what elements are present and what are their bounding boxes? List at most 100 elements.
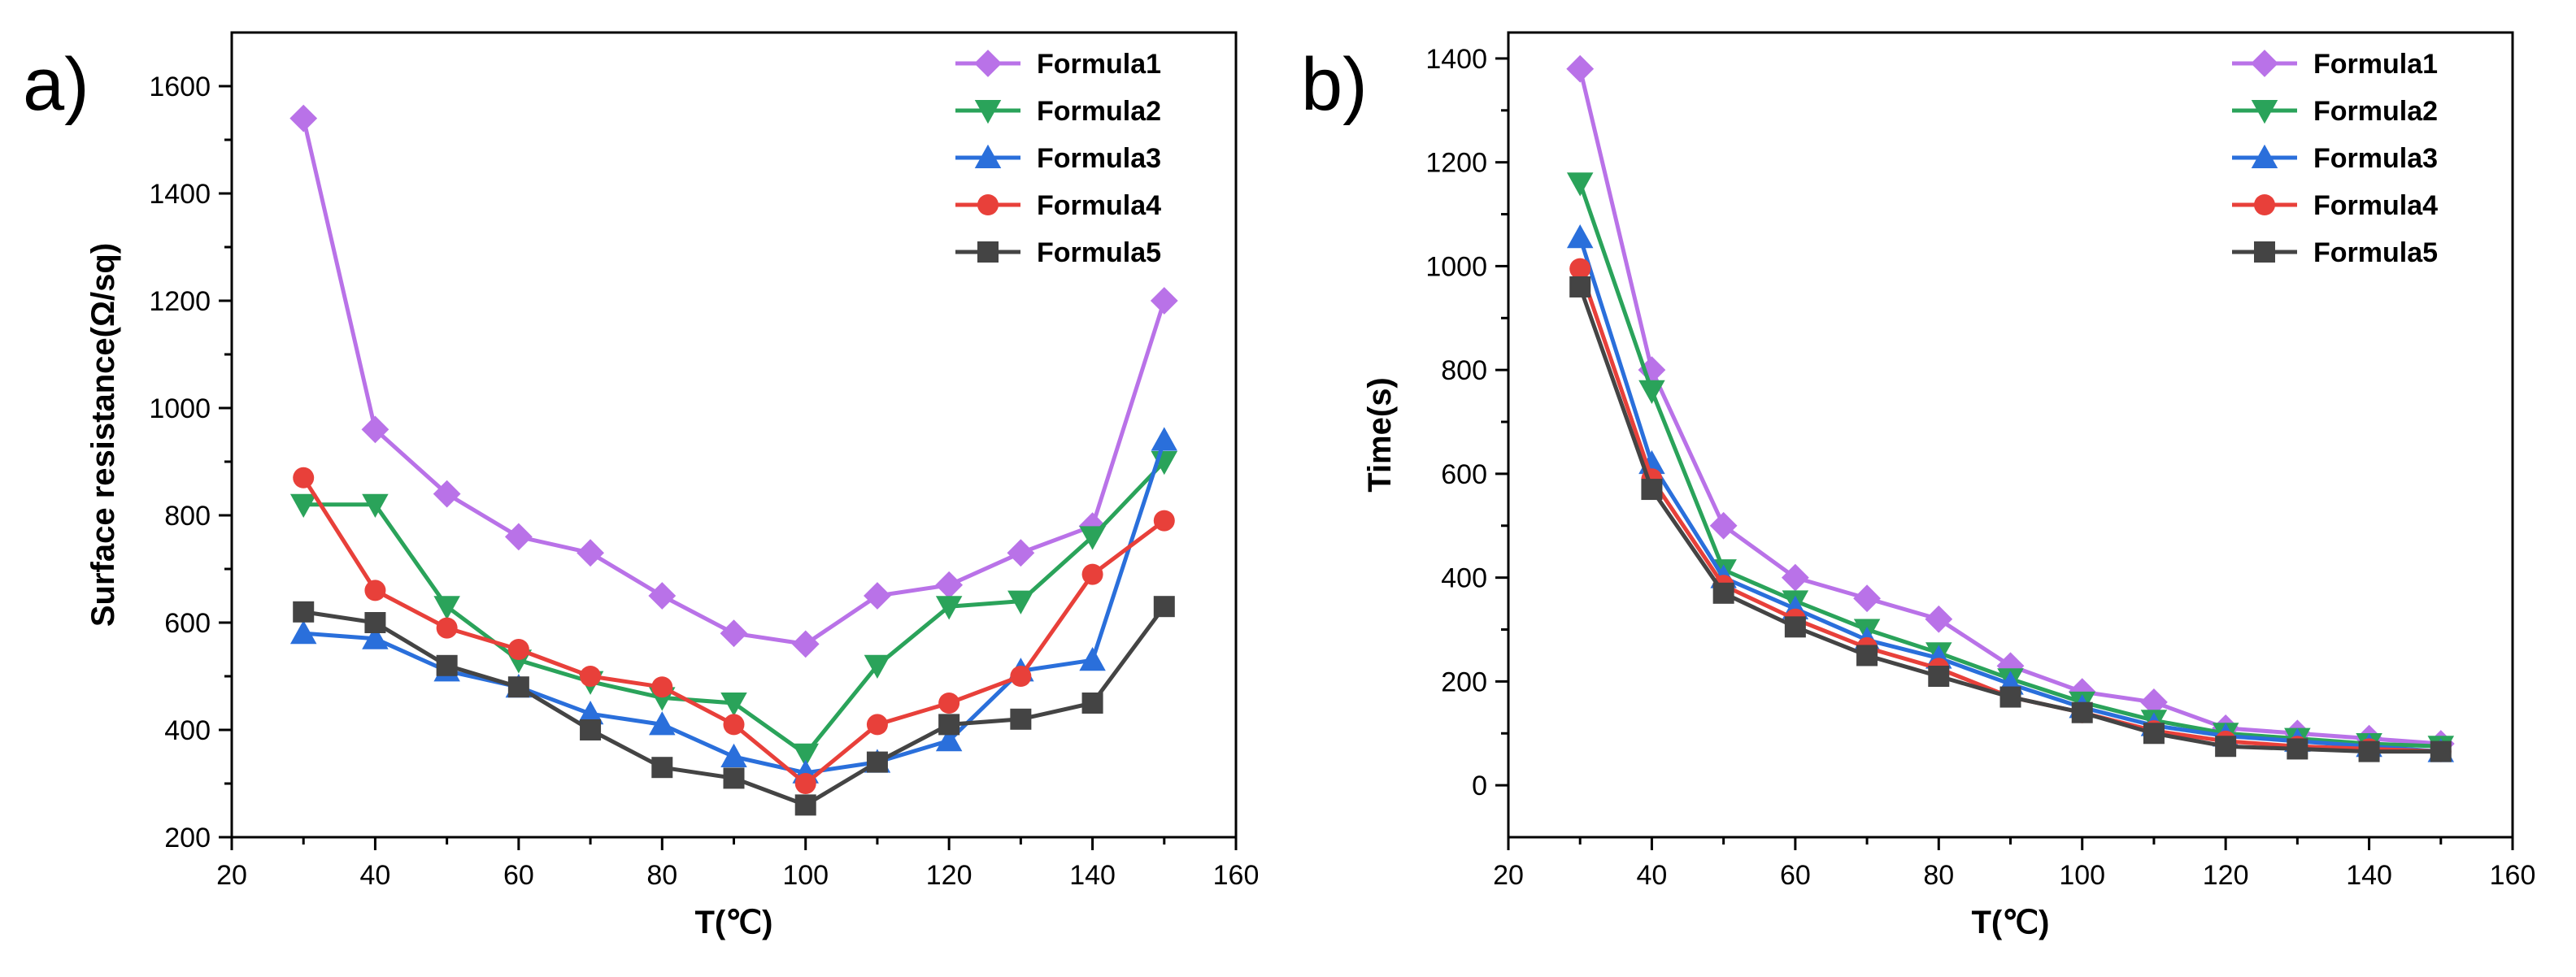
data-point [720, 693, 747, 717]
x-tick-label: 160 [2490, 860, 2536, 891]
data-point [293, 467, 315, 489]
data-point [648, 582, 677, 610]
data-point [1928, 666, 1950, 687]
y-tick-label: 1000 [149, 393, 211, 424]
legend-marker [977, 241, 999, 263]
data-point [1153, 596, 1175, 618]
data-point [794, 794, 816, 816]
data-point [720, 743, 747, 767]
data-point [1007, 539, 1035, 567]
x-tick-label: 40 [360, 860, 391, 891]
data-point [1781, 563, 1809, 592]
data-point [651, 676, 673, 698]
data-point [580, 719, 602, 740]
x-axis-title: T(℃) [1972, 905, 2050, 940]
data-point [792, 743, 819, 767]
panel-b: b) 20 40 60 80 100 120 140 160 0 200 400 600 800 1000 1… [1301, 31, 2536, 940]
data-point [1999, 686, 2021, 708]
data-point [1925, 605, 1953, 633]
series-formula4 [293, 467, 1175, 794]
data-point [1079, 646, 1106, 671]
data-point [504, 523, 533, 551]
data-point [649, 711, 676, 736]
data-point [2287, 738, 2308, 760]
data-point [293, 601, 315, 623]
data-point [864, 654, 891, 680]
data-point [1010, 666, 1032, 687]
x-tick-label: 120 [2203, 860, 2249, 891]
y-tick-label: 1200 [149, 286, 211, 317]
series-line [301, 118, 1167, 646]
y-tick-label: 800 [164, 501, 211, 532]
legend-marker [2254, 194, 2275, 215]
series-line [1577, 68, 2441, 746]
series-formula3 [1566, 224, 2455, 762]
data-point [289, 104, 318, 132]
y-tick-label: 600 [1441, 459, 1487, 490]
x-tick-label: 80 [1923, 860, 1954, 891]
data-point [1010, 708, 1032, 730]
legend-marker [977, 194, 999, 215]
data-point [362, 625, 389, 649]
panel-letter: a) [23, 43, 89, 126]
y-axis-title: Surface resistance(Ω/sq) [85, 243, 121, 627]
data-point [1569, 258, 1591, 280]
data-point [507, 676, 529, 698]
data-point [1709, 511, 1738, 540]
panel-a: a) 20 40 60 80 100 120 140 160 200 400 600 800 1000 12… [23, 31, 1259, 940]
data-point [1856, 645, 1878, 667]
y-axis-title: Time(s) [1362, 377, 1398, 493]
x-tick-label: 100 [2059, 860, 2105, 891]
data-point [935, 727, 963, 752]
data-point [1081, 563, 1103, 585]
data-point [361, 415, 389, 444]
x-tick-label: 140 [1069, 860, 1116, 891]
data-point [935, 596, 963, 620]
data-point [364, 580, 386, 601]
legend-label: Formula4 [1037, 190, 1161, 221]
legend-marker [2251, 100, 2278, 124]
data-point [1081, 693, 1103, 714]
data-point [794, 773, 816, 794]
y-tick-label: 400 [1441, 563, 1487, 594]
y-tick-label: 1200 [1425, 148, 1487, 179]
data-point [1712, 582, 1734, 604]
series-formula1 [289, 104, 1178, 658]
y-tick-label: 1000 [1425, 251, 1487, 282]
legend-label: Formula3 [2313, 143, 2438, 174]
data-point [1638, 356, 1666, 384]
data-point [1153, 510, 1175, 532]
data-point [1569, 276, 1591, 297]
legend-label: Formula3 [1037, 143, 1161, 174]
data-point [1566, 54, 1595, 83]
x-tick-label: 20 [216, 860, 247, 891]
x-tick-label: 100 [782, 860, 829, 891]
data-point [938, 714, 960, 736]
y-tick-label: 400 [164, 715, 211, 746]
data-point [580, 666, 602, 687]
panel-letter: b) [1301, 43, 1368, 126]
y-tick-label: 0 [1472, 771, 1487, 801]
legend-label: Formula5 [2313, 237, 2438, 268]
data-point [2071, 701, 2093, 723]
data-point [866, 751, 888, 773]
y-tick-label: 1400 [1425, 44, 1487, 75]
x-tick-label: 140 [2346, 860, 2392, 891]
legend-marker [974, 144, 1002, 168]
x-tick-label: 20 [1493, 860, 1524, 891]
data-point [433, 480, 461, 508]
legend-marker [2251, 144, 2278, 168]
data-point [1784, 616, 1806, 638]
data-point [723, 767, 745, 789]
legend-label: Formula1 [1037, 49, 1161, 80]
x-tick-label: 60 [503, 860, 534, 891]
data-point [720, 619, 748, 648]
legend-marker [2251, 50, 2278, 77]
data-point [1853, 584, 1881, 613]
x-axis-title: T(℃) [695, 905, 773, 940]
data-point [362, 493, 389, 519]
data-point [2358, 740, 2380, 762]
legend-marker [2254, 241, 2275, 263]
data-point [2215, 736, 2237, 758]
data-point [1007, 590, 1034, 614]
